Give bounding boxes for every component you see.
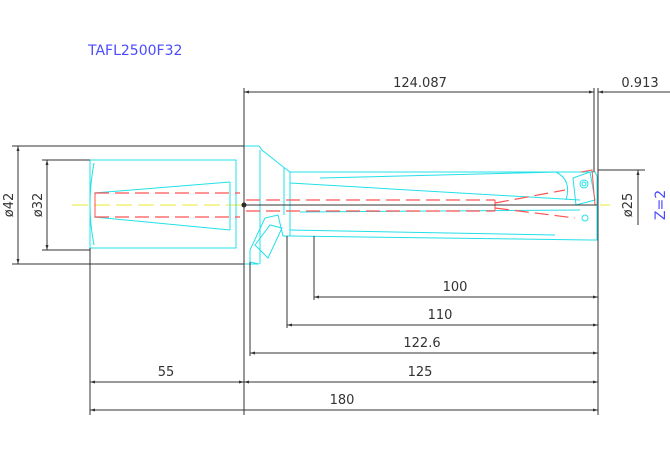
dimensions — [12, 88, 670, 415]
tool-title: TAFL2500F32 — [87, 43, 182, 59]
dim-180: 180 — [330, 393, 355, 408]
dim-overall-length: 124.087 — [393, 76, 447, 91]
dim-cut-diameter: ø25 — [621, 193, 636, 218]
coolant-channel — [94, 169, 597, 219]
flute-count: Z=2 — [653, 190, 669, 220]
dim-tip-offset: 0.913 — [621, 76, 658, 91]
dim-shank-outer: ø42 — [2, 193, 17, 218]
dim-110: 110 — [428, 308, 453, 323]
dim-122-6: 122.6 — [403, 336, 440, 351]
dim-shank-diameter: ø32 — [31, 193, 46, 218]
shank — [89, 159, 237, 249]
dim-100: 100 — [443, 280, 468, 295]
dim-55: 55 — [158, 365, 175, 380]
dim-125: 125 — [408, 365, 433, 380]
